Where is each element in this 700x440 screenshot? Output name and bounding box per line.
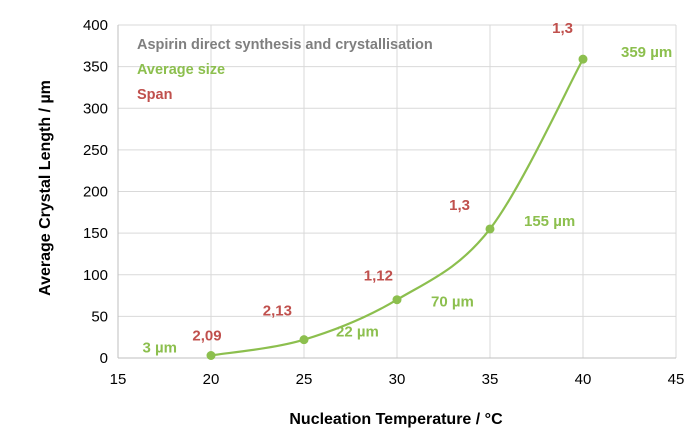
y-tick-label: 100 xyxy=(83,267,108,284)
x-tick-label: 20 xyxy=(203,371,220,388)
span-label: 2,09 xyxy=(192,328,221,345)
legend: Aspirin direct synthesis and crystallisa… xyxy=(137,37,433,103)
gridlines xyxy=(117,24,677,359)
x-tick-labels: 15 20 25 30 35 40 45 xyxy=(110,371,685,388)
y-tick-labels: 0 50 100 150 200 250 300 350 400 xyxy=(83,17,108,367)
y-tick-label: 200 xyxy=(83,184,108,201)
span-label: 2,13 xyxy=(263,303,292,320)
data-point xyxy=(392,295,402,305)
data-point xyxy=(206,351,216,361)
x-tick-label: 15 xyxy=(110,371,127,388)
y-tick-label: 250 xyxy=(83,142,108,159)
size-label: 22 µm xyxy=(336,324,379,341)
span-label: 1,12 xyxy=(364,268,393,285)
series-average-size xyxy=(206,54,588,361)
size-label: 70 µm xyxy=(431,294,474,311)
data-point xyxy=(578,54,588,64)
span-label: 1,3 xyxy=(449,197,470,214)
x-tick-label: 45 xyxy=(668,371,685,388)
x-axis-title: Nucleation Temperature / °C xyxy=(289,411,503,428)
y-tick-label: 350 xyxy=(83,59,108,76)
size-label: 3 µm xyxy=(143,340,178,357)
y-tick-label: 50 xyxy=(91,308,108,325)
y-tick-label: 150 xyxy=(83,225,108,242)
x-tick-label: 25 xyxy=(296,371,313,388)
legend-entry: Average size xyxy=(137,62,225,78)
data-point xyxy=(299,335,309,345)
data-point xyxy=(485,224,495,234)
y-axis-title: Average Crystal Length / µm xyxy=(37,80,54,296)
y-tick-label: 300 xyxy=(83,100,108,117)
x-tick-label: 30 xyxy=(389,371,406,388)
size-label: 155 µm xyxy=(524,213,575,230)
size-label: 359 µm xyxy=(621,44,672,61)
legend-entry: Aspirin direct synthesis and crystallisa… xyxy=(137,37,433,53)
data-labels: 3 µm 2,09 22 µm 2,13 70 µm 1,12 155 µm 1,3 359 µ… xyxy=(143,20,673,356)
legend-entry: Span xyxy=(137,87,172,103)
span-label: 1,3 xyxy=(552,20,573,37)
x-tick-label: 40 xyxy=(575,371,592,388)
series-line xyxy=(210,58,584,357)
x-tick-label: 35 xyxy=(482,371,499,388)
y-tick-label: 400 xyxy=(83,17,108,34)
y-tick-label: 0 xyxy=(100,350,108,367)
